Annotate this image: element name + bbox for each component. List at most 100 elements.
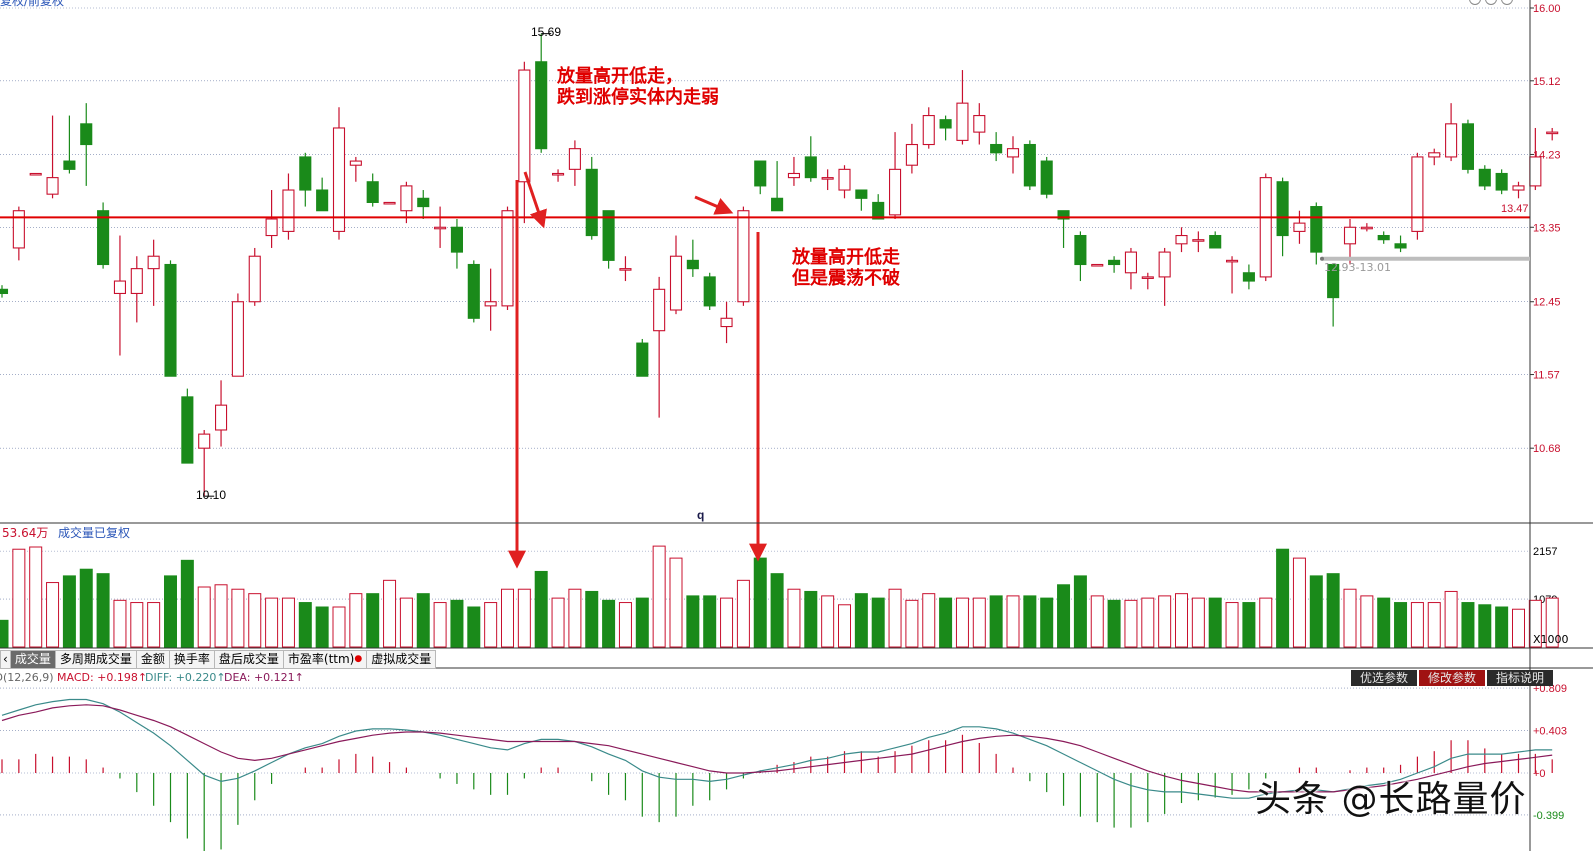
volume-bar bbox=[905, 599, 919, 648]
volume-bar bbox=[1023, 595, 1037, 648]
volume-bar bbox=[1292, 557, 1306, 648]
volume-bar bbox=[1528, 599, 1542, 648]
candle-body bbox=[636, 342, 649, 377]
volume-bar bbox=[265, 597, 279, 648]
volume-tick-label: 2157 bbox=[1533, 546, 1557, 558]
candle-body bbox=[383, 201, 396, 205]
volume-bar bbox=[399, 597, 413, 648]
candle-body bbox=[417, 197, 430, 208]
candle-body bbox=[686, 259, 699, 270]
annotation-arrow bbox=[694, 195, 734, 215]
volume-bar bbox=[450, 599, 464, 648]
candle-body bbox=[754, 160, 767, 187]
volume-bar bbox=[1124, 599, 1138, 648]
candle-body bbox=[1495, 172, 1508, 191]
volume-bar bbox=[972, 597, 986, 648]
volume-bar bbox=[62, 575, 76, 648]
candle-body bbox=[737, 210, 750, 303]
annotation-text: 但是震荡不破 bbox=[791, 267, 900, 289]
volume-bar bbox=[147, 602, 161, 648]
volume-bar bbox=[1158, 595, 1172, 648]
volume-bar bbox=[1427, 602, 1441, 648]
volume-bar bbox=[618, 602, 632, 648]
dea-line bbox=[1, 704, 1553, 793]
macd-name: MACD(12,26,9) bbox=[0, 671, 54, 684]
indicator-help-button[interactable]: 指标说明 bbox=[1486, 670, 1553, 686]
tab-multi-period-volume[interactable]: 多周期成交量 bbox=[55, 650, 137, 669]
candle-body bbox=[147, 255, 160, 270]
candle-body bbox=[1006, 148, 1020, 158]
volume-bar bbox=[652, 545, 666, 648]
volume-bar bbox=[332, 606, 346, 648]
candle-body bbox=[265, 218, 278, 237]
volume-bar bbox=[113, 599, 127, 648]
volume-bar bbox=[96, 573, 110, 648]
candle-body bbox=[905, 143, 918, 166]
tab-prev[interactable]: ‹ bbox=[0, 650, 11, 669]
macd-tick-label: +0 bbox=[1533, 768, 1546, 780]
tab-virtual-volume[interactable]: 虚拟成交量 bbox=[367, 650, 437, 669]
candle-body bbox=[872, 201, 885, 220]
volume-bar bbox=[1276, 548, 1290, 648]
volume-bar bbox=[585, 590, 599, 648]
candle-body bbox=[231, 301, 244, 377]
volume-bar bbox=[214, 584, 228, 648]
candle-body bbox=[349, 160, 362, 166]
volume-bar bbox=[1208, 597, 1222, 648]
candle-body bbox=[1293, 222, 1306, 232]
candle-body bbox=[1108, 259, 1121, 266]
candles bbox=[0, 33, 1559, 497]
cursor-label: q bbox=[697, 508, 704, 522]
candle-body bbox=[46, 177, 59, 195]
candle-body bbox=[653, 288, 666, 332]
candle-body bbox=[1546, 131, 1559, 135]
tab-pe-ttm-label: 市盈率(ttm) bbox=[287, 652, 355, 666]
volume-bar bbox=[753, 557, 767, 648]
volume-bar bbox=[416, 593, 430, 648]
candle-body bbox=[248, 255, 261, 303]
candle-body bbox=[804, 156, 817, 179]
diff-value: DIFF: +0.220↑ bbox=[145, 671, 226, 684]
candle-body bbox=[1124, 251, 1137, 274]
volume-header-value: 53.64万 bbox=[2, 526, 48, 540]
volume-bar bbox=[1377, 597, 1391, 648]
window-controls[interactable] bbox=[1469, 0, 1513, 5]
volume-bar bbox=[551, 597, 565, 648]
candle-body bbox=[282, 189, 295, 232]
volume-bar bbox=[1057, 584, 1071, 648]
candle-body bbox=[63, 160, 76, 170]
candle-body bbox=[366, 181, 379, 203]
price-tick-label: 16.00 bbox=[1533, 3, 1561, 15]
watermark: 头条 @长路量价 bbox=[1255, 779, 1527, 820]
candle-body bbox=[501, 210, 514, 307]
volume-unit-label: X1000 bbox=[1533, 633, 1569, 646]
tab-after-hours-volume[interactable]: 盘后成交量 bbox=[214, 650, 284, 669]
low-label: 10.10 bbox=[196, 488, 226, 502]
volume-bar bbox=[955, 597, 969, 648]
volume-bar bbox=[1326, 573, 1340, 648]
volume-bar bbox=[315, 606, 329, 648]
volume-bar bbox=[720, 597, 734, 648]
candle-body bbox=[181, 396, 194, 464]
tab-amount[interactable]: 金额 bbox=[136, 650, 170, 669]
candle-body bbox=[720, 317, 733, 328]
tab-volume[interactable]: 成交量 bbox=[10, 650, 56, 669]
volume-bar bbox=[383, 579, 397, 648]
candle-body bbox=[939, 119, 952, 129]
optimal-params-button[interactable]: 优选参数 bbox=[1350, 670, 1417, 686]
modify-params-button[interactable]: 修改参数 bbox=[1418, 670, 1485, 686]
volume-bar bbox=[736, 579, 750, 648]
candle-body bbox=[1343, 226, 1357, 245]
dea-value: DEA: +0.121↑ bbox=[224, 671, 304, 684]
volume-bar bbox=[501, 588, 514, 648]
tab-pe-ttm[interactable]: 市盈率(ttm)● bbox=[283, 650, 368, 669]
candle-body bbox=[0, 288, 9, 295]
macd-tick-label: +0.809 bbox=[1533, 683, 1567, 695]
volume-bar bbox=[1394, 602, 1408, 648]
candle-body bbox=[669, 255, 683, 311]
volume-bar bbox=[1360, 595, 1374, 648]
tab-turnover[interactable]: 换手率 bbox=[169, 650, 215, 669]
volume-bar bbox=[770, 573, 784, 648]
